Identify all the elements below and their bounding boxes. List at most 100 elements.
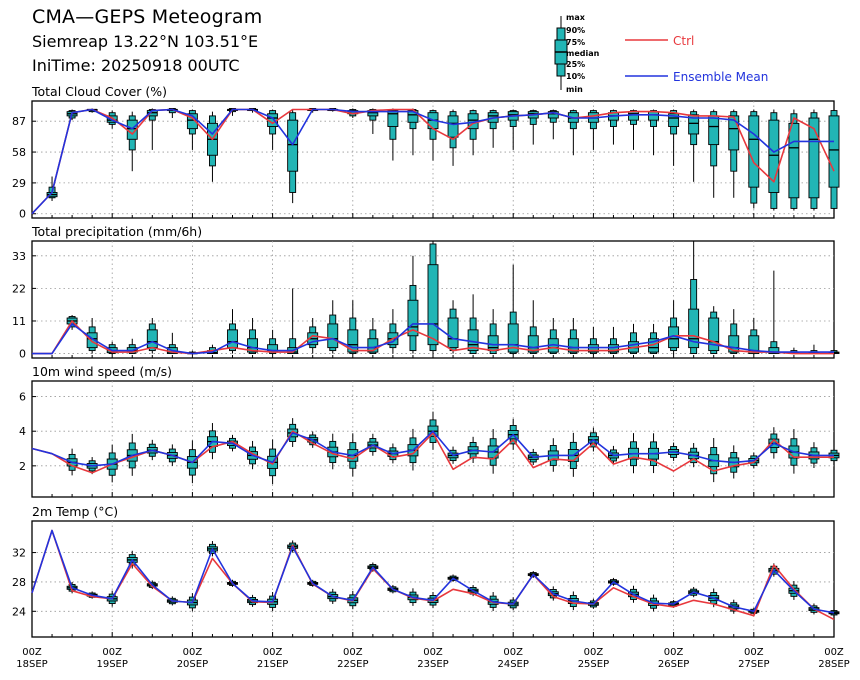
box-p25-p75 bbox=[688, 114, 700, 135]
x-tick-label-date: 28SEP bbox=[818, 659, 849, 670]
box-p25-p75 bbox=[688, 308, 700, 349]
ensemble-box bbox=[507, 264, 519, 355]
x-tick-label-time: 00Z bbox=[102, 647, 122, 658]
legend-mean-label: Ensemble Mean bbox=[673, 70, 768, 84]
ensemble-box bbox=[447, 109, 459, 166]
x-tick-label-time: 00Z bbox=[664, 647, 684, 658]
ensemble-box bbox=[467, 109, 479, 156]
ensemble-box bbox=[808, 109, 820, 211]
ensemble-mean-line bbox=[32, 323, 834, 355]
y-tick-label: 22 bbox=[12, 282, 26, 295]
ensemble-box bbox=[708, 109, 720, 198]
box-p25-p75 bbox=[327, 323, 339, 349]
ensemble-box bbox=[768, 270, 780, 355]
ensemble-box bbox=[267, 109, 279, 150]
ensemble-box bbox=[427, 241, 439, 354]
box-p25-p75 bbox=[447, 115, 459, 138]
x-tick-label-time: 00Z bbox=[824, 647, 844, 658]
legend: max 90% 75% median 25% 10% min Ctrl Ensemble Mea… bbox=[554, 13, 768, 94]
y-tick-label: 32 bbox=[12, 547, 26, 560]
chart-panel-1: Total Cloud Cover (%) 0 29 58 87 bbox=[12, 84, 840, 221]
box-p25-p75 bbox=[708, 317, 720, 352]
box-p25-p75 bbox=[768, 347, 780, 355]
ensemble-box bbox=[648, 323, 659, 355]
box-p25-p75 bbox=[287, 119, 299, 172]
x-tick-label-date: 19SEP bbox=[96, 659, 127, 670]
y-tick-label: 6 bbox=[19, 391, 26, 404]
x-tick-label-date: 26SEP bbox=[658, 659, 689, 670]
ensemble-box bbox=[447, 300, 459, 354]
box-p25-p75 bbox=[628, 111, 639, 121]
panel-title: 2m Temp (°C) bbox=[32, 504, 118, 519]
legend-box-label: 25% bbox=[566, 60, 585, 69]
ensemble-box bbox=[487, 309, 499, 355]
y-tick-label: 28 bbox=[12, 576, 26, 589]
box-p25-p75 bbox=[507, 323, 519, 353]
y-tick-label: 58 bbox=[12, 146, 26, 159]
ensemble-box bbox=[587, 326, 599, 355]
panel-title: Total precipitation (mm/6h) bbox=[31, 224, 202, 239]
chart-panel-2: Total precipitation (mm/6h) 0 11 22 33 bbox=[12, 224, 840, 361]
ensemble-box bbox=[427, 109, 439, 161]
ensemble-box bbox=[648, 109, 659, 156]
ensemble-box bbox=[487, 109, 499, 148]
box-p25-p75 bbox=[648, 111, 659, 121]
ensemble-box bbox=[668, 109, 680, 166]
legend-box-label: median bbox=[566, 49, 600, 58]
ensemble-box bbox=[628, 323, 639, 355]
box-p25-p75 bbox=[347, 329, 359, 353]
ensemble-box bbox=[327, 300, 339, 354]
ensemble-box bbox=[688, 241, 700, 355]
legend-box-label: 75% bbox=[566, 38, 585, 47]
box-p25-p75 bbox=[487, 335, 499, 352]
x-tick-label-time: 00Z bbox=[503, 647, 523, 658]
x-tick-label-time: 00Z bbox=[22, 647, 42, 658]
box-p25-p75 bbox=[387, 110, 399, 127]
y-tick-label: 0 bbox=[19, 348, 26, 361]
ensemble-box bbox=[668, 300, 680, 354]
box-p25-p75 bbox=[788, 122, 800, 199]
panel-title: 10m wind speed (m/s) bbox=[32, 364, 172, 379]
x-tick-label-date: 25SEP bbox=[578, 659, 609, 670]
legend-box-label: 90% bbox=[566, 26, 585, 35]
location-label: Siemreap 13.22°N 103.51°E bbox=[32, 32, 259, 51]
box-p25-p75 bbox=[748, 115, 760, 188]
x-tick-label-date: 20SEP bbox=[177, 659, 208, 670]
legend-ctrl-label: Ctrl bbox=[673, 34, 694, 48]
box-p25-p75 bbox=[527, 335, 539, 353]
ensemble-box bbox=[708, 306, 720, 355]
panel-title: Total Cloud Cover (%) bbox=[31, 84, 167, 99]
ensemble-box bbox=[608, 109, 619, 145]
box-p25-p75 bbox=[447, 317, 459, 349]
ensemble-box bbox=[467, 294, 479, 355]
y-tick-label: 33 bbox=[12, 250, 26, 263]
x-axis-labels: 00Z18SEP00Z19SEP00Z20SEP00Z21SEP00Z22SEP… bbox=[16, 647, 849, 670]
box-p25-p75 bbox=[427, 264, 439, 346]
x-tick-label-date: 23SEP bbox=[417, 659, 448, 670]
ensemble-box bbox=[628, 109, 639, 150]
x-tick-label-date: 27SEP bbox=[738, 659, 769, 670]
ensemble-box bbox=[407, 255, 419, 354]
x-tick-label-date: 21SEP bbox=[257, 659, 288, 670]
x-tick-label-time: 00Z bbox=[343, 647, 363, 658]
box-p25-p75 bbox=[728, 115, 740, 151]
ensemble-box bbox=[768, 109, 780, 211]
box-p25-p75 bbox=[828, 115, 840, 188]
x-tick-label-date: 18SEP bbox=[16, 659, 47, 670]
legend-box-label: min bbox=[566, 85, 583, 94]
ensemble-box bbox=[728, 109, 740, 198]
y-tick-label: 2 bbox=[19, 460, 26, 473]
box-p25-p75 bbox=[227, 329, 238, 349]
ensemble-box bbox=[688, 109, 700, 182]
x-tick-label-time: 00Z bbox=[584, 647, 604, 658]
ensemble-mean-line bbox=[31, 430, 834, 467]
ensemble-box bbox=[227, 309, 238, 354]
ensemble-box bbox=[748, 109, 760, 209]
box-p25-p75 bbox=[728, 335, 740, 353]
ensemble-box bbox=[287, 109, 299, 204]
box-p25-p75 bbox=[146, 329, 158, 349]
y-tick-label: 4 bbox=[19, 425, 26, 438]
x-tick-label-date: 22SEP bbox=[337, 659, 368, 670]
box-p25-p75 bbox=[106, 115, 118, 123]
